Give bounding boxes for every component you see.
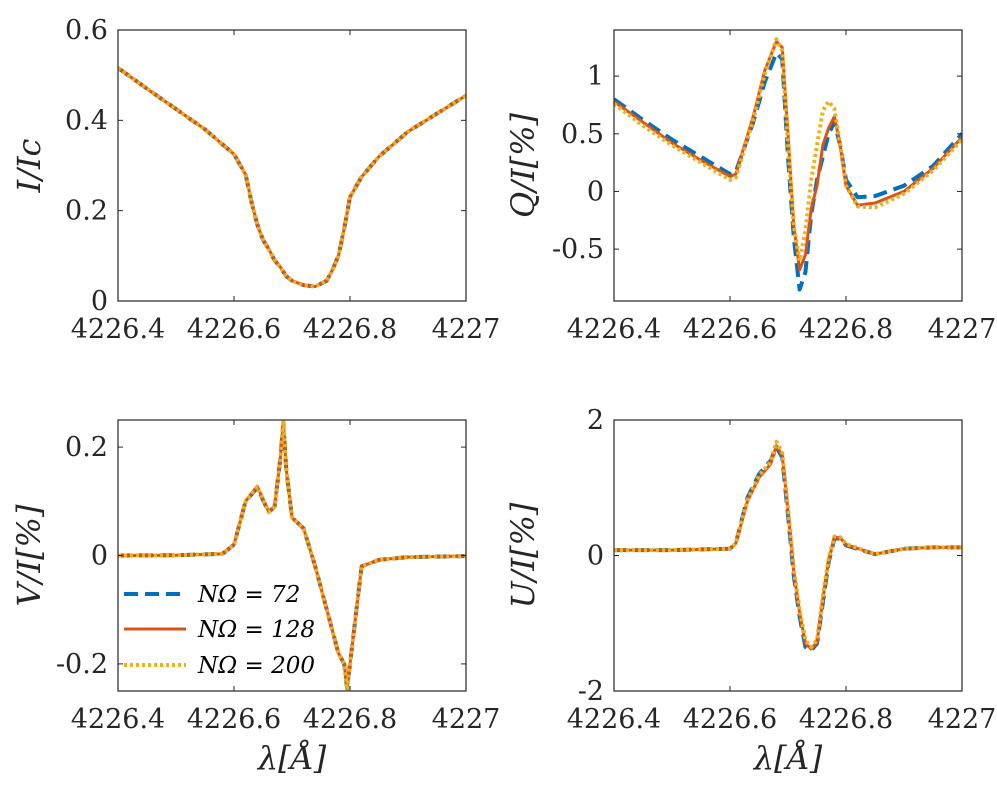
x-tick-label: 4226.8 bbox=[799, 704, 893, 735]
x-tick-label: 4227 bbox=[928, 704, 997, 735]
x-tick-label: 4226.6 bbox=[187, 314, 281, 345]
x-tick-label: 4226.8 bbox=[303, 704, 397, 735]
x-tick-label: 4226.4 bbox=[567, 704, 661, 735]
y-tick-label: 0 bbox=[91, 286, 108, 317]
axes-frame bbox=[117, 29, 467, 302]
y-tick-label: -2 bbox=[578, 676, 604, 707]
axes-frame bbox=[613, 29, 963, 302]
series-group bbox=[614, 439, 962, 653]
axes-frame bbox=[613, 419, 963, 692]
x-tick-label: 4226.8 bbox=[303, 314, 397, 345]
series-line-dashed bbox=[614, 51, 962, 292]
y-tick-label: 0.2 bbox=[65, 196, 108, 227]
series-line-dotted bbox=[118, 420, 466, 691]
legend: NΩ = 72 NΩ = 128 NΩ = 200 bbox=[124, 582, 315, 679]
x-tick-label: 4226.6 bbox=[187, 704, 281, 735]
y-tick-label: 0.4 bbox=[65, 105, 108, 136]
series-line-solid bbox=[118, 420, 466, 690]
x-tick-label: 4227 bbox=[928, 314, 997, 345]
y-tick-label: 0 bbox=[587, 176, 604, 207]
series-line-solid bbox=[118, 66, 466, 289]
y-tick-label: 0.6 bbox=[65, 15, 108, 46]
series-line-solid bbox=[614, 444, 962, 651]
series-line-dotted bbox=[614, 37, 962, 263]
y-tick-label: -0.5 bbox=[552, 234, 604, 265]
panel-I: 4226.4 4226.6 4226.8 4227 0 0.2 0.4 0.6 I/Ic bbox=[10, 15, 500, 345]
series-line-dotted bbox=[118, 66, 466, 289]
series-group bbox=[614, 37, 962, 292]
panel-U: 4226.4 4226.6 4226.8 4227 -2 0 2 U/I[%] λ[Å] bbox=[504, 405, 996, 777]
series-line-dashed bbox=[118, 66, 466, 289]
panel-Q: 4226.4 4226.6 4226.8 4227 -0.5 0 0.5 1 Q/I[%] bbox=[504, 29, 997, 345]
series-group bbox=[118, 420, 466, 691]
legend-label: NΩ = 200 bbox=[197, 653, 315, 679]
y-axis-label: Q/I[%] bbox=[504, 112, 542, 218]
y-tick-label: 2 bbox=[587, 405, 604, 436]
y-axis-label: U/I[%] bbox=[504, 502, 542, 608]
x-tick-label: 4226.6 bbox=[683, 704, 777, 735]
legend-label: NΩ = 128 bbox=[197, 617, 315, 643]
series-group bbox=[118, 66, 466, 289]
x-tick-label: 4226.8 bbox=[799, 314, 893, 345]
series-line-solid bbox=[614, 40, 962, 272]
x-tick-label: 4227 bbox=[432, 314, 501, 345]
x-tick-label: 4226.4 bbox=[71, 314, 165, 345]
x-tick-label: 4227 bbox=[432, 704, 501, 735]
y-tick-label: 0.5 bbox=[561, 119, 604, 150]
series-line-dotted bbox=[614, 439, 962, 649]
panel-V: 4226.4 4226.6 4226.8 4227 -0.2 0 0.2 V/I[%] λ[Å] bbox=[10, 419, 501, 777]
y-tick-label: 0.2 bbox=[65, 432, 108, 463]
y-axis-label: I/Ic bbox=[10, 138, 48, 193]
x-tick-label: 4226.4 bbox=[567, 314, 661, 345]
y-tick-label: 0 bbox=[91, 541, 108, 572]
y-tick-label: 1 bbox=[587, 61, 604, 92]
y-axis-label: V/I[%] bbox=[10, 504, 48, 606]
x-axis-label: λ[Å] bbox=[752, 739, 823, 777]
y-tick-label: -0.2 bbox=[56, 649, 108, 680]
y-tick-label: 0 bbox=[587, 541, 604, 572]
x-tick-label: 4226.6 bbox=[683, 314, 777, 345]
legend-label: NΩ = 72 bbox=[197, 582, 300, 608]
x-tick-label: 4226.4 bbox=[71, 704, 165, 735]
x-axis-label: λ[Å] bbox=[256, 739, 327, 777]
